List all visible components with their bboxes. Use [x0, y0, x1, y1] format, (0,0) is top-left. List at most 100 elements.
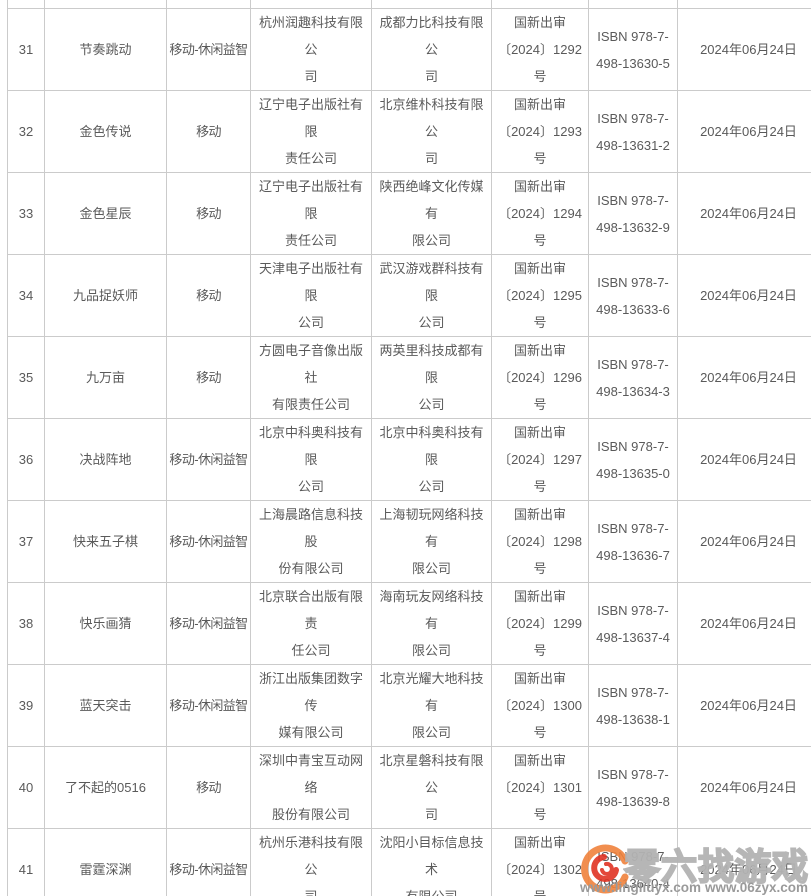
- approval-number-cell: 国新出审 〔2024〕1292 号: [491, 8, 589, 91]
- approval-number-cell: 国新出审 〔2024〕1302 号: [491, 828, 589, 896]
- publisher-cell: 天津电子出版社有限 公司: [250, 254, 372, 337]
- approval-date-cell: 2024年06月24日: [677, 172, 811, 255]
- table-row: 35 九万亩 移动 方圆电子音像出版社 有限责任公司 两英里科技成都有限 公司 国新出审 …: [7, 336, 811, 419]
- row-number-cell: 39: [7, 664, 45, 747]
- approval-date-cell: 2024年06月24日: [677, 746, 811, 829]
- approval-date-cell: 2024年06月24日: [677, 8, 811, 91]
- row-number-cell: 32: [7, 90, 45, 173]
- game-name-cell: 快乐画猜: [44, 582, 167, 665]
- category-cell: 移动-休闲益智: [166, 8, 251, 91]
- publisher-cell: 上海晨路信息科技股 份有限公司: [250, 500, 372, 583]
- category-cell: 移动-休闲益智: [166, 582, 251, 665]
- game-approval-table: 31 节奏跳动 移动-休闲益智 杭州润趣科技有限公 司成都力比科技有限公 司国新出审 …: [7, 0, 811, 896]
- approval-number-cell: 国新出审 〔2024〕1301 号: [491, 746, 589, 829]
- isbn-cell: [588, 0, 678, 9]
- approval-number-cell: 国新出审 〔2024〕1300 号: [491, 664, 589, 747]
- approval-date-cell: 2024年06月24日: [677, 500, 811, 583]
- game-name-cell: 节奏跳动: [44, 8, 167, 91]
- isbn-cell: ISBN 978-7- 498-13639-8: [588, 746, 678, 829]
- operator-cell: 成都力比科技有限公 司: [371, 8, 492, 91]
- approval-number-cell: [491, 0, 589, 9]
- category-cell: 移动-休闲益智: [166, 828, 251, 896]
- isbn-cell: ISBN 978-7- 498-13632-9: [588, 172, 678, 255]
- isbn-cell: ISBN 978-7- 498-13630-5: [588, 8, 678, 91]
- category-cell: 移动: [166, 90, 251, 173]
- operator-cell: 陕西绝峰文化传媒有 限公司: [371, 172, 492, 255]
- isbn-cell: ISBN 978-7- 498-13636-7: [588, 500, 678, 583]
- approval-number-cell: 国新出审 〔2024〕1298 号: [491, 500, 589, 583]
- publisher-cell: [250, 0, 372, 9]
- publisher-cell: 深圳中青宝互动网络 股份有限公司: [250, 746, 372, 829]
- table-row: 32 金色传说 移动 辽宁电子出版社有限 责任公司 北京维朴科技有限公 司国新出审 〔2…: [7, 90, 811, 173]
- table-row-partial: [7, 0, 811, 9]
- game-name-cell: 决战阵地: [44, 418, 167, 501]
- category-cell: 移动-休闲益智: [166, 418, 251, 501]
- approval-number-cell: 国新出审 〔2024〕1294 号: [491, 172, 589, 255]
- operator-cell: 上海韧玩网络科技有 限公司: [371, 500, 492, 583]
- game-name-cell: 雷霆深渊: [44, 828, 167, 896]
- operator-cell: 两英里科技成都有限 公司: [371, 336, 492, 419]
- row-number-cell: 40: [7, 746, 45, 829]
- table-row: 36 决战阵地 移动-休闲益智 北京中科奥科技有限 公司 北京中科奥科技有限 公司 国新出…: [7, 418, 811, 501]
- publisher-cell: 方圆电子音像出版社 有限责任公司: [250, 336, 372, 419]
- isbn-cell: ISBN 978-7- 498-13640-4: [588, 828, 678, 896]
- approval-number-cell: 国新出审 〔2024〕1296 号: [491, 336, 589, 419]
- row-number-cell: 38: [7, 582, 45, 665]
- approval-number-cell: 国新出审 〔2024〕1297 号: [491, 418, 589, 501]
- game-name-cell: 九万亩: [44, 336, 167, 419]
- operator-cell: 海南玩友网络科技有 限公司: [371, 582, 492, 665]
- operator-cell: 北京中科奥科技有限 公司: [371, 418, 492, 501]
- category-cell: 移动: [166, 336, 251, 419]
- operator-cell: 武汉游戏群科技有限 公司: [371, 254, 492, 337]
- operator-cell: 沈阳小目标信息技术 有限公司: [371, 828, 492, 896]
- table-row: 40 了不起的0516 移动 深圳中青宝互动网络 股份有限公司 北京星磐科技有限公 司国…: [7, 746, 811, 829]
- table-row: 39 蓝天突击 移动-休闲益智 浙江出版集团数字传 媒有限公司 北京光耀大地科技有 限公…: [7, 664, 811, 747]
- approval-date-cell: 2024年06月24日: [677, 582, 811, 665]
- game-name-cell: 了不起的0516: [44, 746, 167, 829]
- row-number-cell: 34: [7, 254, 45, 337]
- approval-date-cell: [677, 0, 811, 9]
- isbn-cell: ISBN 978-7- 498-13634-3: [588, 336, 678, 419]
- publisher-cell: 浙江出版集团数字传 媒有限公司: [250, 664, 372, 747]
- approval-number-cell: 国新出审 〔2024〕1299 号: [491, 582, 589, 665]
- isbn-cell: ISBN 978-7- 498-13637-4: [588, 582, 678, 665]
- row-number-cell: 41: [7, 828, 45, 896]
- category-cell: 移动-休闲益智: [166, 664, 251, 747]
- game-name-cell: 金色星辰: [44, 172, 167, 255]
- isbn-cell: ISBN 978-7- 498-13633-6: [588, 254, 678, 337]
- publisher-cell: 杭州乐港科技有限公 司: [250, 828, 372, 896]
- operator-cell: [371, 0, 492, 9]
- isbn-cell: ISBN 978-7- 498-13635-0: [588, 418, 678, 501]
- table-row: 31 节奏跳动 移动-休闲益智 杭州润趣科技有限公 司成都力比科技有限公 司国新出审 …: [7, 8, 811, 91]
- approval-date-cell: 2024年06月24日: [677, 664, 811, 747]
- row-number-cell: 37: [7, 500, 45, 583]
- game-name-cell: 快来五子棋: [44, 500, 167, 583]
- isbn-cell: ISBN 978-7- 498-13638-1: [588, 664, 678, 747]
- game-name-cell: [44, 0, 167, 9]
- category-cell: 移动: [166, 746, 251, 829]
- table-row: 38 快乐画猜 移动-休闲益智 北京联合出版有限责 任公司 海南玩友网络科技有 限公司国…: [7, 582, 811, 665]
- approval-number-cell: 国新出审 〔2024〕1295 号: [491, 254, 589, 337]
- game-name-cell: 九品捉妖师: [44, 254, 167, 337]
- approval-number-cell: 国新出审 〔2024〕1293 号: [491, 90, 589, 173]
- publisher-cell: 辽宁电子出版社有限 责任公司: [250, 90, 372, 173]
- approval-date-cell: 2024年06月24日: [677, 336, 811, 419]
- isbn-cell: ISBN 978-7- 498-13631-2: [588, 90, 678, 173]
- publisher-cell: 北京联合出版有限责 任公司: [250, 582, 372, 665]
- table-row: 34 九品捉妖师 移动 天津电子出版社有限 公司 武汉游戏群科技有限 公司 国新出审 〔2…: [7, 254, 811, 337]
- category-cell: 移动-休闲益智: [166, 500, 251, 583]
- game-name-cell: 蓝天突击: [44, 664, 167, 747]
- operator-cell: 北京光耀大地科技有 限公司: [371, 664, 492, 747]
- row-number-cell: 33: [7, 172, 45, 255]
- publisher-cell: 辽宁电子出版社有限 责任公司: [250, 172, 372, 255]
- approval-date-cell: 2024年06月24日: [677, 828, 811, 896]
- operator-cell: 北京维朴科技有限公 司: [371, 90, 492, 173]
- approval-date-cell: 2024年06月24日: [677, 90, 811, 173]
- category-cell: [166, 0, 251, 9]
- row-number-cell: [7, 0, 45, 9]
- row-number-cell: 31: [7, 8, 45, 91]
- publisher-cell: 北京中科奥科技有限 公司: [250, 418, 372, 501]
- approval-date-cell: 2024年06月24日: [677, 254, 811, 337]
